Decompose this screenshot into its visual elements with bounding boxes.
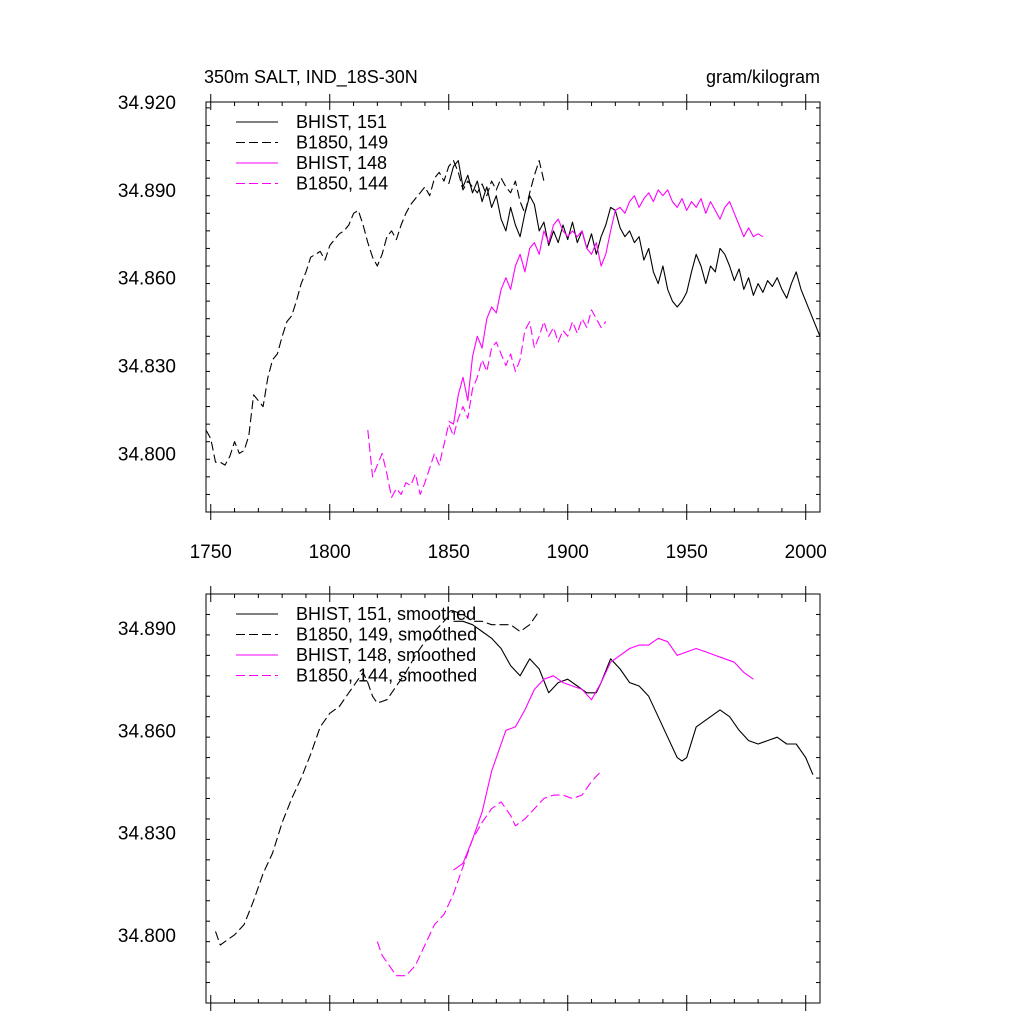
y-tick-label: 34.830: [118, 357, 176, 378]
legend-label: B1850, 149, smoothed: [296, 625, 477, 645]
legend-label: BHIST, 151, smoothed: [296, 604, 476, 624]
legend-label: B1850, 144, smoothed: [296, 666, 477, 686]
chart-title: 350m SALT, IND_18S-30N: [204, 67, 418, 88]
series-line-bhist-151-smoothed: [453, 620, 814, 775]
series-line-b1850-144: [367, 309, 607, 498]
series-line-bhist-151: [448, 160, 821, 337]
y-tick-label: 34.860: [118, 721, 176, 742]
series-line-bhist-148-smoothed: [453, 637, 754, 871]
series-line-b1850-149: [205, 160, 545, 466]
y-tick-label: 34.920: [118, 93, 176, 114]
legend-label: BHIST, 148, smoothed: [296, 645, 476, 665]
y-tick-label: 34.830: [118, 824, 176, 845]
chart-panel-1: 1750 1800 1850 1900 1950 2000 34.800 34.830 34.8…: [118, 67, 827, 563]
plot-frame: [205, 101, 821, 513]
y-tick-label: 34.860: [118, 269, 176, 290]
x-tick-label: 2000: [785, 542, 827, 563]
legend-label: B1850, 149: [296, 133, 388, 153]
legend-label: BHIST, 148: [296, 153, 387, 173]
legend-label: BHIST, 151: [296, 112, 387, 132]
y-tick-label: 34.890: [118, 181, 176, 202]
y-tick-label: 34.890: [118, 619, 176, 640]
series-line-b1850-149-smoothed: [214, 610, 540, 946]
x-tick-label: 1900: [547, 542, 589, 563]
x-tick-label: 1750: [190, 542, 232, 563]
series-line-bhist-148: [448, 189, 764, 425]
x-tick-label: 1850: [428, 542, 470, 563]
units-label: gram/kilogram: [706, 67, 820, 87]
x-tick-label: 1950: [666, 542, 708, 563]
y-tick-label: 34.800: [118, 926, 176, 947]
chart-panel-2: 34.800 34.830 34.860 34.890 BHIST, 151, smoo…: [118, 586, 821, 1011]
y-tick-label: 34.800: [118, 444, 176, 465]
x-tick-label: 1800: [309, 542, 351, 563]
legend-label: B1850, 144: [296, 174, 388, 194]
